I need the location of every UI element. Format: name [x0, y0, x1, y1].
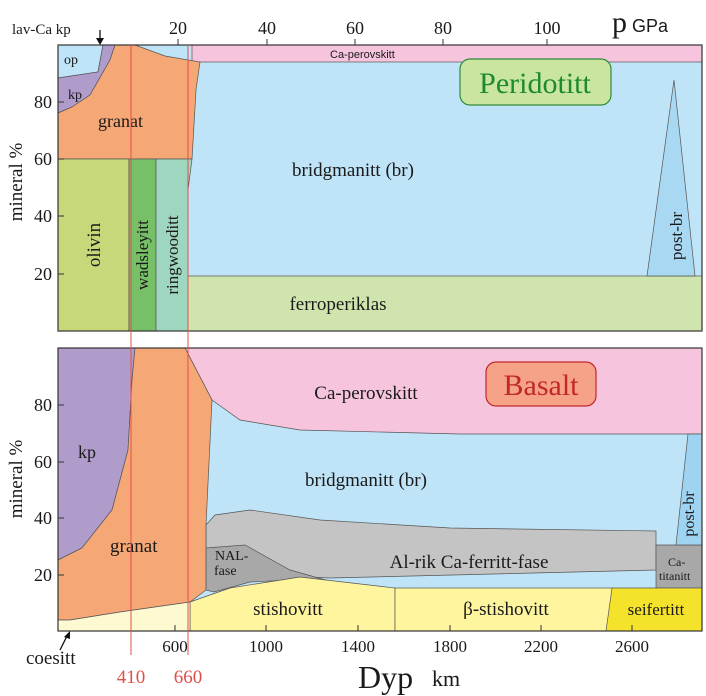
y-tick-top-60: 60: [34, 149, 52, 169]
basalt-ca-perovskite-region: [184, 347, 703, 435]
depth-axis-label: Dyp: [358, 659, 413, 695]
y-ticks-top: 80 60 40 20: [34, 92, 64, 284]
pressure-symbol: p: [612, 6, 627, 39]
peridotite-frame: [57, 44, 703, 332]
peridotite-wadsleyite-region: [128, 158, 157, 332]
y-axis-label-top: mineral %: [6, 143, 27, 222]
top-axis: lav-Ca kp 20 40 60 80 100 p GPa: [12, 6, 669, 45]
label-seifertitt: seifertitt: [628, 600, 685, 619]
label-ringwooditt: ringwooditt: [163, 215, 182, 295]
y-tick-top-20: 20: [34, 264, 52, 284]
top-axis-left-label: lav-Ca kp: [12, 22, 71, 38]
y-tick-top-40: 40: [34, 206, 52, 226]
basalt-frame: [57, 347, 703, 632]
label-post-br-bottom: post-br: [681, 491, 698, 537]
basalt-title-badge: [485, 361, 597, 407]
basalt-panel: kp granat Ca-perovskitt bridgmanitt (br)…: [26, 347, 703, 669]
label-ca-titanitt-1: Ca-: [668, 555, 685, 569]
y-axis-label-bottom: mineral %: [6, 440, 27, 519]
label-granat-top: granat: [98, 111, 143, 131]
label-bridgmanitt-bottom: bridgmanitt (br): [305, 470, 427, 491]
peridotite-post-br-region: [646, 79, 696, 277]
marker-410-label: 410: [117, 667, 146, 688]
label-granat-bottom: granat: [110, 536, 158, 557]
bottom-tick-1000: 1000: [249, 637, 283, 656]
peridotite-title-badge: [459, 58, 612, 106]
coesitt-arrow-head: [64, 631, 70, 639]
top-tick-80: 80: [434, 18, 452, 38]
peridotite-ca-perovskite-region: [191, 44, 703, 63]
label-coesitt: coesitt: [26, 648, 76, 669]
label-ca-perovskitt-top: Ca-perovskitt: [330, 49, 395, 61]
bottom-tick-2600: 2600: [615, 637, 649, 656]
top-tick-20: 20: [169, 18, 187, 38]
label-ca-titanitt-2: titanitt: [659, 569, 691, 583]
bottom-axis: 600 1000 1400 1800 2200 2600 Dyp km: [162, 625, 649, 695]
label-nal-2: fase: [214, 564, 237, 579]
label-wadsleyitt: wadsleyitt: [133, 220, 152, 290]
peridotite-panel: op kp granat Ca-perovskitt bridgmanitt (…: [57, 44, 703, 332]
bottom-tick-2200: 2200: [524, 637, 558, 656]
peridotite-olivin-region: [57, 158, 130, 332]
label-kp-bottom: kp: [78, 442, 96, 462]
label-beta-stishovitt: β-stishovitt: [463, 599, 549, 620]
label-kp-top: kp: [68, 88, 82, 103]
label-olivin: olivin: [84, 222, 105, 267]
peridotite-title: Peridotitt: [479, 67, 591, 100]
y-tick-bottom-40: 40: [34, 508, 52, 528]
axes: mineral % mineral % 80 60 40 20 80 60 40…: [6, 6, 669, 695]
top-tick-60: 60: [346, 18, 364, 38]
y-tick-bottom-60: 60: [34, 452, 52, 472]
pressure-unit: GPa: [632, 16, 669, 36]
basalt-beta-stishovitt-region: [394, 587, 613, 632]
bottom-tick-1800: 1800: [433, 637, 467, 656]
bottom-tick-1400: 1400: [341, 637, 375, 656]
label-al-rik: Al-rik Ca-ferritt-fase: [390, 552, 549, 573]
peridotite-ferropericlase-region: [187, 275, 703, 332]
lav-ca-kp-arrow-head: [96, 38, 104, 45]
marker-660-label: 660: [174, 667, 203, 688]
y-ticks-bottom: 80 60 40 20: [34, 395, 64, 585]
y-tick-bottom-80: 80: [34, 395, 52, 415]
label-stishovitt: stishovitt: [253, 599, 323, 620]
basalt-title: Basalt: [504, 369, 580, 402]
label-ca-perovskitt-bottom: Ca-perovskitt: [314, 383, 418, 404]
y-tick-bottom-20: 20: [34, 565, 52, 585]
y-tick-top-80: 80: [34, 92, 52, 112]
label-ferroperiklas: ferroperiklas: [289, 294, 386, 315]
top-tick-100: 100: [534, 18, 561, 38]
label-op: op: [64, 53, 78, 68]
discontinuity-markers: 410 660: [117, 45, 203, 688]
label-nal-1: NAL-: [215, 549, 249, 564]
depth-axis-unit: km: [432, 666, 460, 691]
label-bridgmanitt-top: bridgmanitt (br): [292, 160, 414, 181]
bottom-tick-600: 600: [162, 637, 188, 656]
top-tick-40: 40: [258, 18, 276, 38]
label-post-br-top: post-br: [667, 212, 686, 261]
